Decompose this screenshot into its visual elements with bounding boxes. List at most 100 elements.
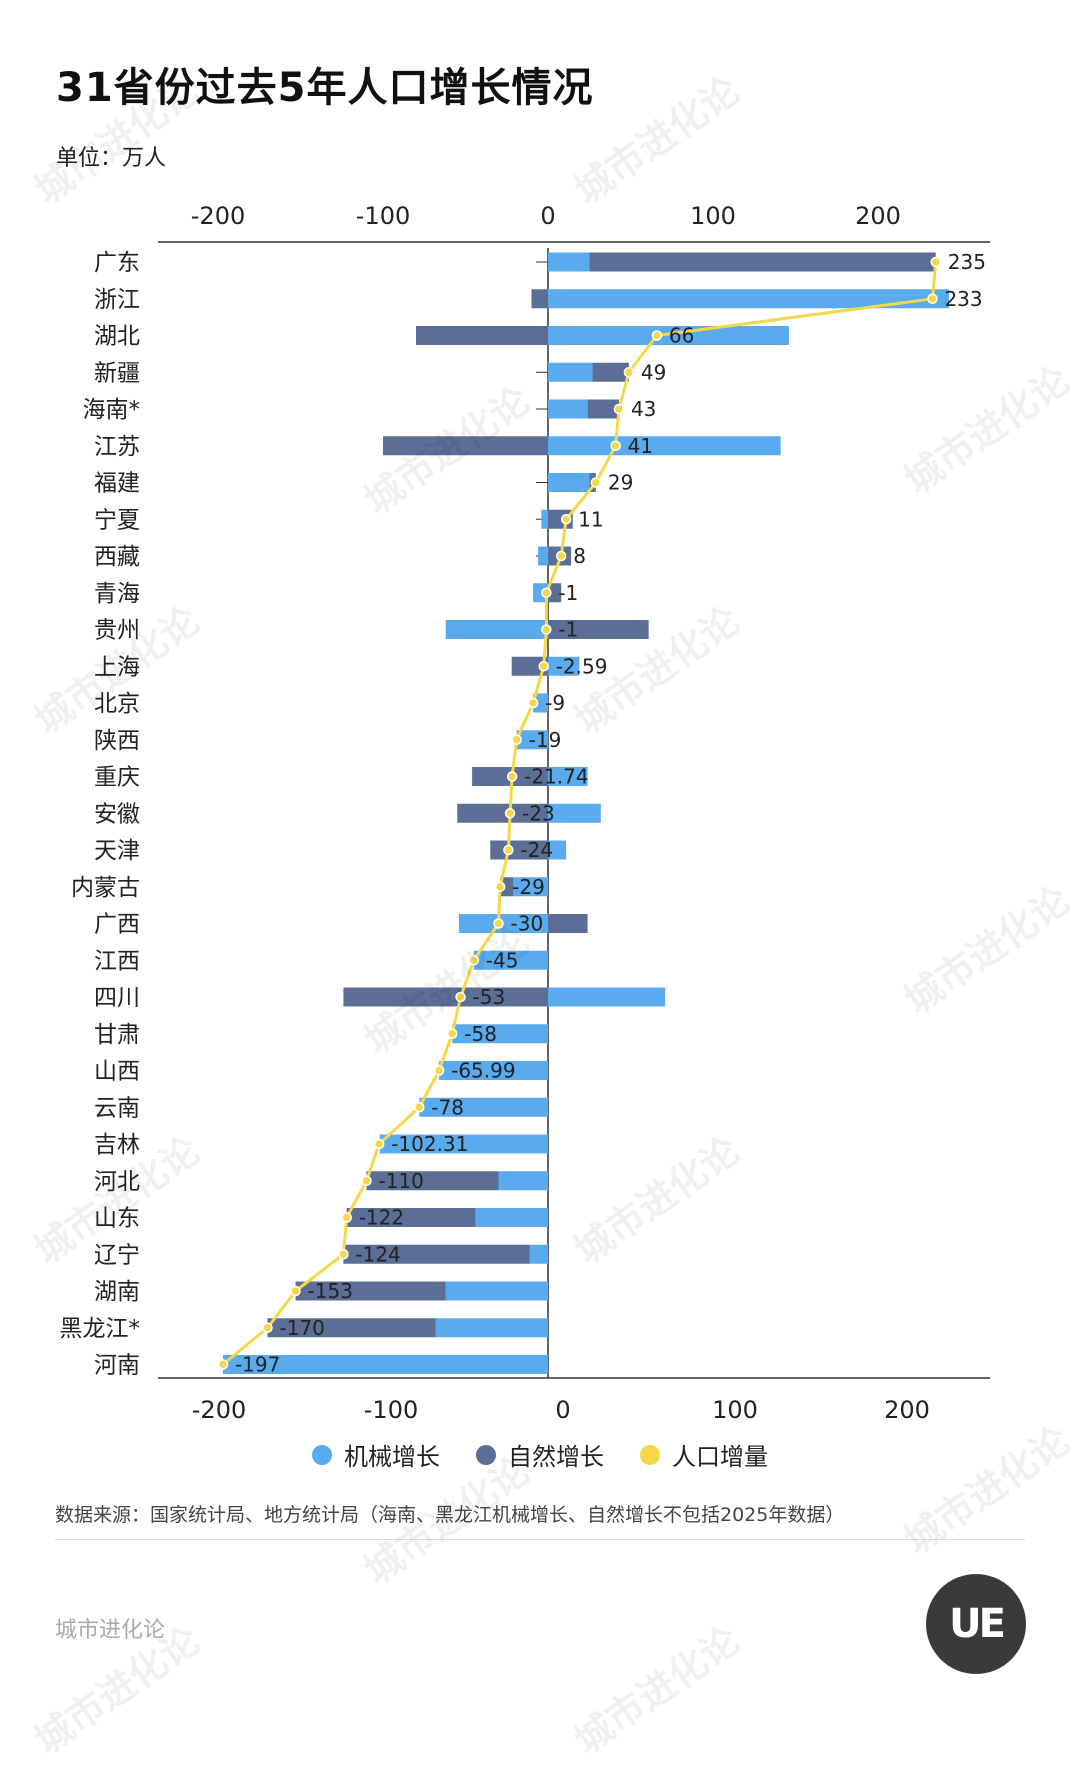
bar-natural (490, 840, 548, 860)
total-point (414, 1102, 425, 1113)
total-value-label: -122 (359, 1206, 404, 1230)
bottom-tick-label: 200 (884, 1396, 930, 1420)
total-value-label: 49 (641, 360, 666, 384)
province-label: 陕西 (94, 728, 140, 754)
province-label: 甘肃 (94, 1022, 140, 1048)
total-value-label: -170 (280, 1316, 325, 1340)
bottom-tick-label: -200 (192, 1396, 246, 1420)
province-label: 四川 (94, 985, 140, 1011)
top-tick-label: -100 (356, 202, 410, 230)
legend-item-total[interactable]: 人口增量 (640, 1437, 768, 1472)
province-label: 海南* (83, 397, 141, 423)
total-value-label: -19 (529, 728, 562, 752)
bar-natural (343, 1244, 530, 1264)
province-label: 山西 (94, 1059, 140, 1085)
total-value-label: 41 (628, 434, 653, 458)
bar-natural (343, 987, 548, 1007)
bar-natural (531, 289, 548, 309)
bar-mechanical (541, 509, 548, 529)
bar-mechanical (419, 1097, 548, 1117)
top-tick-label: 200 (855, 202, 901, 230)
total-point (504, 808, 516, 819)
brand-logo: UE (926, 1574, 1026, 1674)
bar-natural (295, 1281, 446, 1301)
total-value-label: -2.59 (556, 654, 608, 678)
unit-label: 单位：万人 (56, 146, 167, 171)
province-label: 江苏 (94, 434, 140, 460)
bar-mechanical (498, 1171, 548, 1191)
top-tick-label: 100 (690, 202, 736, 230)
legend-item-mechanical[interactable]: 机械增长 (312, 1437, 440, 1472)
total-value-label: -23 (522, 801, 555, 825)
province-label: 河北 (94, 1169, 140, 1195)
legend-dot-icon (312, 1444, 332, 1465)
bar-mechanical (439, 1061, 548, 1080)
bar-mechanical (548, 326, 789, 345)
total-point (610, 440, 621, 451)
total-point (433, 1065, 445, 1076)
bar-natural (416, 326, 548, 345)
bar-natural (548, 620, 649, 639)
total-point (527, 697, 539, 709)
province-label: 湖南 (94, 1279, 140, 1305)
total-value-label: -1 (558, 618, 578, 642)
bar-mechanical (445, 1281, 548, 1301)
total-point (447, 1028, 458, 1039)
footer-brand: 城市进化论 (55, 1618, 166, 1643)
total-point (541, 587, 552, 598)
bar-natural (592, 362, 629, 382)
bar-mechanical (548, 767, 588, 786)
total-value-label: 29 (608, 471, 633, 495)
bar-mechanical (548, 436, 781, 456)
bar-mechanical (435, 1318, 548, 1338)
watermark-text: 城市进化论 (566, 1617, 748, 1763)
bar-natural (366, 1171, 499, 1191)
bar-natural (500, 877, 514, 897)
province-label: 湖北 (94, 324, 140, 350)
total-point (494, 881, 506, 892)
bar-natural (383, 436, 548, 456)
province-label: 重庆 (94, 765, 140, 791)
legend-item-natural[interactable]: 自然增长 (476, 1437, 604, 1472)
total-value-label: 66 (669, 324, 694, 348)
total-value-label: -78 (431, 1095, 464, 1119)
bar-mechanical (548, 840, 567, 860)
bar-natural (267, 1318, 436, 1338)
top-tick-label: 0 (540, 202, 555, 230)
total-value-label: -45 (486, 948, 519, 972)
province-label: 内蒙古 (71, 875, 140, 901)
province-label: 青海 (94, 581, 140, 607)
province-label: 辽宁 (94, 1242, 140, 1268)
bar-mechanical (548, 252, 590, 272)
source-note: 数据来源：国家统计局、地方统计局（海南、黑龙江机械增长、自然增长不包括2025年… (55, 1504, 845, 1526)
bottom-tick-label: 100 (712, 1396, 758, 1420)
bar-mechanical (548, 656, 580, 676)
province-label: 吉林 (94, 1132, 140, 1158)
total-value-label: -9 (545, 691, 565, 715)
total-point (341, 1212, 352, 1223)
bar-mechanical (548, 399, 588, 419)
bar-mechanical (445, 620, 548, 639)
legend: 机械增长 自然增长 人口增量 (0, 1437, 1080, 1472)
total-point (338, 1249, 349, 1260)
province-label: 河南 (94, 1353, 140, 1379)
bottom-tick-label: -100 (364, 1396, 418, 1420)
province-label: 西藏 (94, 544, 140, 570)
total-point (468, 955, 479, 966)
top-tick-label: -200 (191, 202, 245, 230)
bar-mechanical (548, 362, 593, 382)
province-label: 天津 (94, 838, 140, 864)
total-value-label: -197 (235, 1353, 280, 1377)
bar-mechanical (513, 877, 548, 897)
province-label: 贵州 (94, 618, 140, 644)
total-point (651, 330, 663, 341)
bar-mechanical (548, 289, 949, 309)
bar-mechanical (548, 987, 666, 1007)
total-point (555, 550, 567, 562)
total-value-label: -24 (520, 838, 553, 862)
province-label: 宁夏 (94, 507, 140, 533)
bar-mechanical (548, 473, 590, 492)
province-label: 浙江 (94, 287, 140, 313)
bar-mechanical (473, 950, 548, 970)
total-value-label: -110 (379, 1169, 424, 1193)
